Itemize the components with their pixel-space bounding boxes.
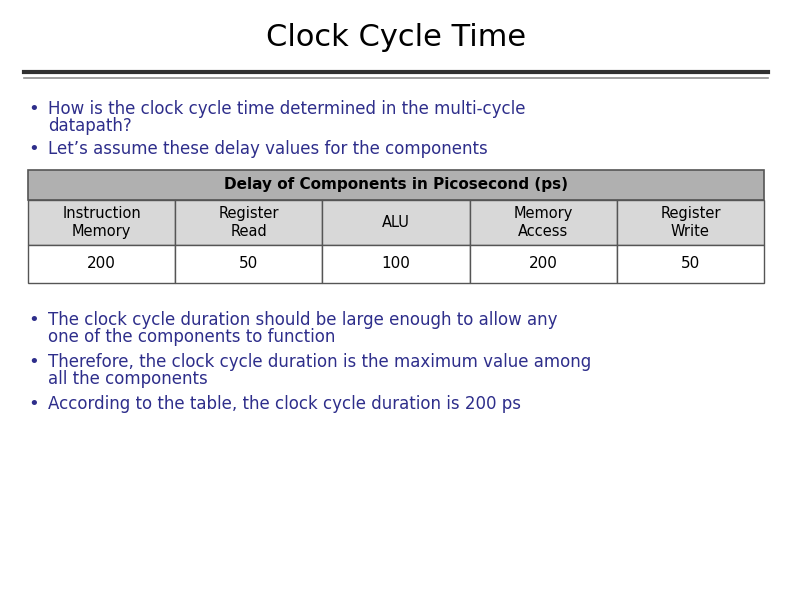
Text: Register
Read: Register Read — [219, 206, 279, 239]
Text: •: • — [28, 100, 39, 118]
Text: Clock Cycle Time: Clock Cycle Time — [266, 23, 526, 53]
Text: 200: 200 — [87, 256, 116, 272]
Bar — [175, 200, 322, 245]
Text: 50: 50 — [681, 256, 700, 272]
Bar — [28, 170, 764, 200]
Text: The clock cycle duration should be large enough to allow any: The clock cycle duration should be large… — [48, 311, 558, 329]
Bar — [617, 200, 764, 245]
Text: •: • — [28, 140, 39, 158]
Text: 100: 100 — [382, 256, 410, 272]
Text: Therefore, the clock cycle duration is the maximum value among: Therefore, the clock cycle duration is t… — [48, 353, 592, 371]
Text: 200: 200 — [529, 256, 558, 272]
Text: Register
Write: Register Write — [661, 206, 721, 239]
Text: Let’s assume these delay values for the components: Let’s assume these delay values for the … — [48, 140, 488, 158]
Text: Delay of Components in Picosecond (ps): Delay of Components in Picosecond (ps) — [224, 177, 568, 193]
Text: •: • — [28, 353, 39, 371]
Bar — [322, 200, 470, 245]
Bar — [28, 245, 175, 283]
Text: Memory
Access: Memory Access — [513, 206, 573, 239]
Text: 50: 50 — [239, 256, 258, 272]
Text: datapath?: datapath? — [48, 117, 131, 135]
Text: ALU: ALU — [382, 215, 410, 230]
Bar — [617, 245, 764, 283]
Text: How is the clock cycle time determined in the multi-cycle: How is the clock cycle time determined i… — [48, 100, 526, 118]
Text: one of the components to function: one of the components to function — [48, 328, 335, 346]
Bar — [322, 245, 470, 283]
Text: •: • — [28, 395, 39, 413]
Bar — [470, 245, 617, 283]
Text: According to the table, the clock cycle duration is 200 ps: According to the table, the clock cycle … — [48, 395, 521, 413]
Bar — [28, 200, 175, 245]
Bar — [470, 200, 617, 245]
Text: Instruction
Memory: Instruction Memory — [63, 206, 141, 239]
Text: •: • — [28, 311, 39, 329]
Text: all the components: all the components — [48, 370, 208, 388]
Bar — [175, 245, 322, 283]
